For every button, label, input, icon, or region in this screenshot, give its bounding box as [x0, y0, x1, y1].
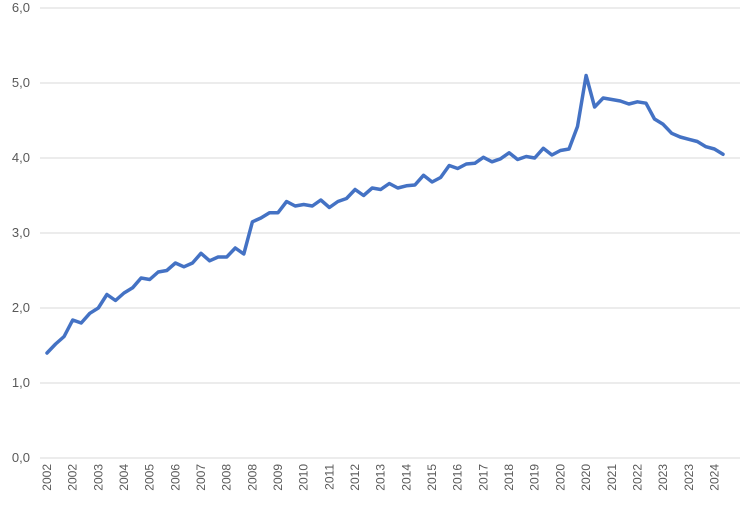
- x-tick-label: 2023: [682, 464, 696, 491]
- x-tick-label: 2002: [40, 464, 54, 491]
- x-tick-label: 2006: [168, 464, 182, 491]
- x-tick-label: 2003: [91, 464, 105, 491]
- x-tick-label: 2023: [656, 464, 670, 491]
- x-tick-label: 2002: [66, 464, 80, 491]
- x-tick-label: 2005: [143, 464, 157, 491]
- x-tick-label: 2024: [707, 464, 721, 491]
- x-tick-label: 2022: [630, 464, 644, 491]
- x-tick-label: 2018: [502, 464, 516, 491]
- x-tick-label: 2020: [579, 464, 593, 491]
- y-tick-label: 3,0: [12, 225, 30, 240]
- x-tick-label: 2010: [297, 464, 311, 491]
- y-tick-label: 6,0: [12, 0, 30, 15]
- y-tick-label: 2,0: [12, 300, 30, 315]
- x-tick-label: 2019: [528, 464, 542, 491]
- x-tick-label: 2015: [425, 464, 439, 491]
- x-tick-label: 2008: [220, 464, 234, 491]
- x-tick-label: 2020: [553, 464, 567, 491]
- x-tick-label: 2012: [348, 464, 362, 491]
- x-tick-label: 2009: [271, 464, 285, 491]
- y-tick-label: 0,0: [12, 450, 30, 465]
- x-tick-label: 2008: [245, 464, 259, 491]
- data-line: [45, 73, 725, 355]
- x-tick-label: 2011: [322, 464, 336, 490]
- x-tick-label: 2014: [399, 464, 413, 491]
- x-tick-label: 2013: [374, 464, 388, 491]
- y-tick-label: 4,0: [12, 150, 30, 165]
- x-tick-label: 2021: [605, 464, 619, 491]
- y-tick-label: 1,0: [12, 375, 30, 390]
- x-tick-label: 2017: [476, 464, 490, 491]
- x-tick-label: 2007: [194, 464, 208, 491]
- x-tick-label: 2016: [451, 464, 465, 491]
- y-tick-label: 5,0: [12, 75, 30, 90]
- x-tick-label: 2004: [117, 464, 131, 491]
